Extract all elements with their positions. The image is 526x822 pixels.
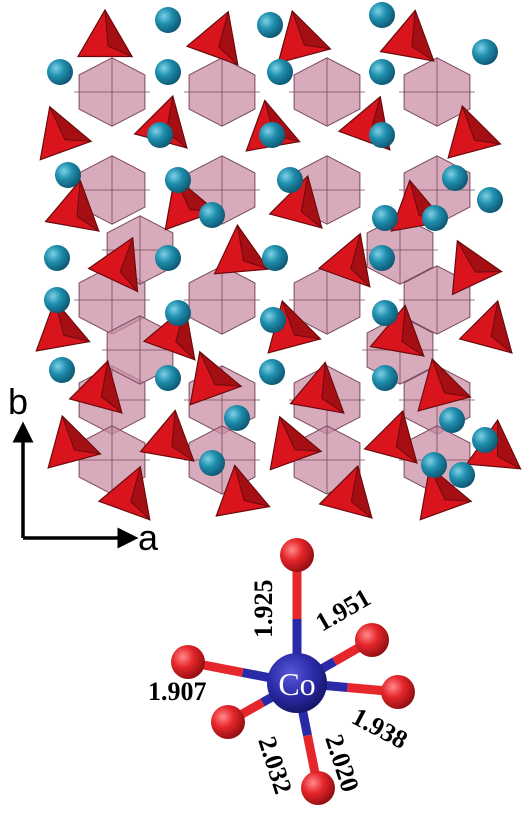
bond-length-label: 2.032 (252, 733, 298, 798)
crystal-structure-view (24, 2, 524, 520)
cation-sphere (155, 7, 181, 33)
bond-length-label: 1.925 (249, 580, 278, 639)
b-axis-label: b (8, 381, 28, 422)
cation-sphere (155, 365, 181, 391)
cation-sphere (422, 205, 448, 231)
cation-sphere (262, 245, 288, 271)
cation-sphere (449, 462, 475, 488)
cation-sphere (369, 245, 395, 271)
oxygen-atom (171, 645, 205, 679)
oxygen-atom (301, 771, 335, 805)
bond-length-label: 1.938 (347, 702, 412, 755)
cation-sphere (44, 245, 70, 271)
cation-sphere (369, 59, 395, 85)
bond-length-label: 1.907 (148, 677, 207, 706)
cation-sphere (369, 2, 395, 28)
oxygen-atom (381, 675, 415, 709)
cation-sphere (49, 357, 75, 383)
cation-sphere (472, 39, 498, 65)
cation-sphere (259, 122, 285, 148)
cation-sphere (267, 59, 293, 85)
co-coordination-octahedron: Co 1.925 1.951 1.907 1.938 2.032 2.020 (148, 538, 415, 805)
oxygen-atom (211, 705, 245, 739)
cation-sphere (47, 59, 73, 85)
cation-sphere (257, 12, 283, 38)
cation-sphere (55, 162, 81, 188)
cation-sphere (472, 427, 498, 453)
oxygen-atom (355, 623, 389, 657)
tetrahedron (78, 10, 132, 57)
cobalt-atom-label: Co (278, 666, 315, 702)
cation-sphere (442, 165, 468, 191)
cation-sphere (155, 59, 181, 85)
tetrahedron (187, 3, 254, 65)
cation-sphere (372, 365, 398, 391)
cation-sphere (372, 300, 398, 326)
cation-sphere (199, 202, 225, 228)
tetrahedron (210, 223, 268, 274)
cation-sphere (277, 167, 303, 193)
cation-sphere (165, 300, 191, 326)
cation-sphere (477, 187, 503, 213)
cation-sphere (259, 359, 285, 385)
cation-sphere (165, 167, 191, 193)
cation-sphere (224, 405, 250, 431)
cation-sphere (44, 287, 70, 313)
a-axis-label: a (138, 517, 159, 558)
cation-sphere (147, 122, 173, 148)
cation-sphere (369, 122, 395, 148)
cation-sphere (421, 452, 447, 478)
oxygen-atom (280, 538, 314, 572)
cation-sphere (439, 407, 465, 433)
cation-sphere (155, 245, 181, 271)
cation-sphere (199, 450, 225, 476)
cation-sphere (260, 307, 286, 333)
cation-sphere (372, 205, 398, 231)
